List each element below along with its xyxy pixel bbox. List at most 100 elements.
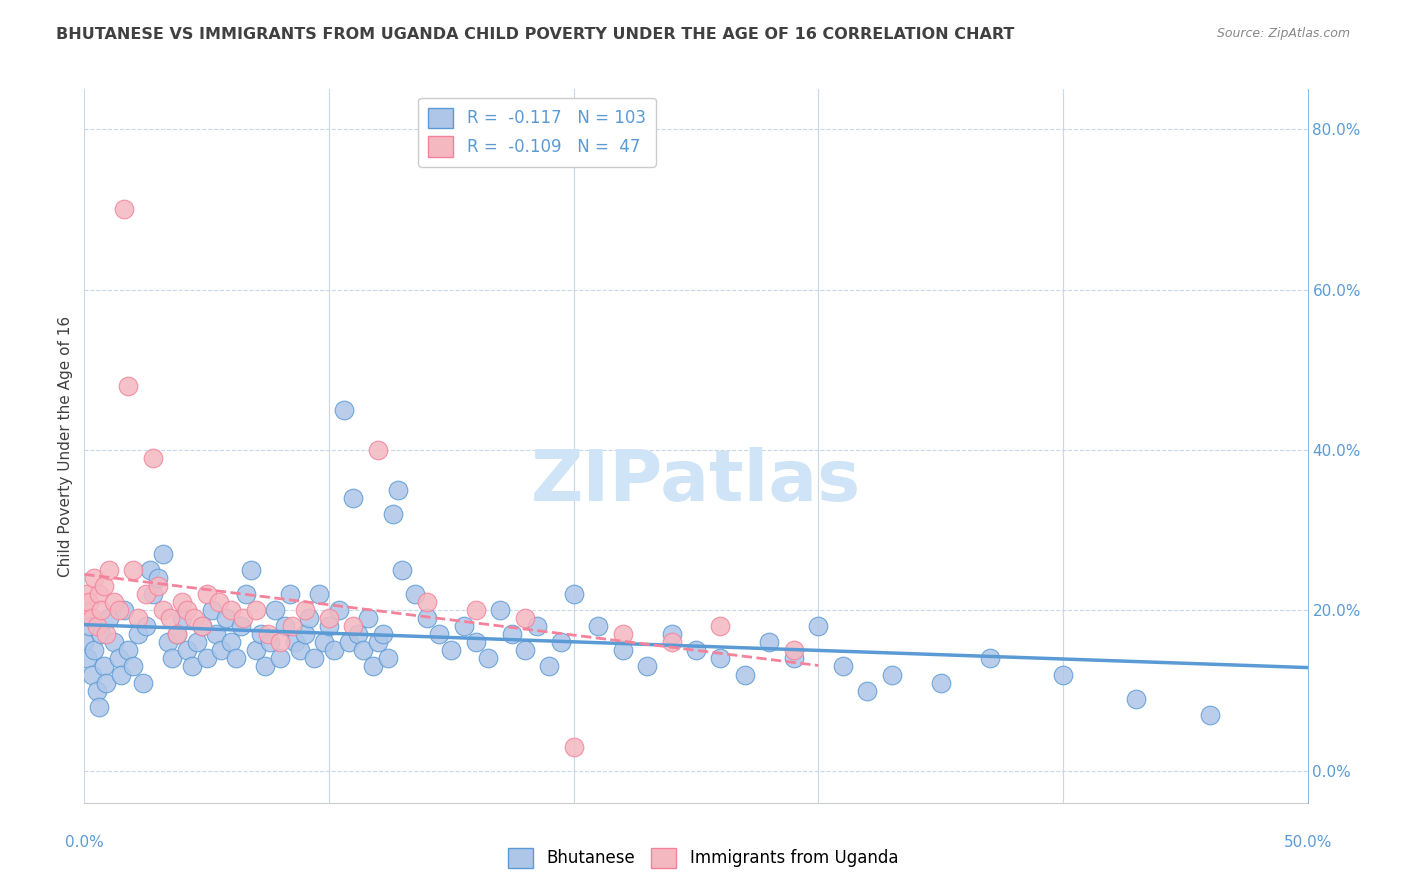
Point — [122, 563, 145, 577]
Point — [122, 659, 145, 673]
Point — [86, 683, 108, 698]
Point — [249, 627, 271, 641]
Point — [107, 603, 129, 617]
Point — [284, 635, 307, 649]
Point — [416, 595, 439, 609]
Point — [269, 651, 291, 665]
Point — [929, 675, 952, 690]
Point — [807, 619, 830, 633]
Point — [146, 571, 169, 585]
Point — [880, 667, 903, 681]
Point — [97, 563, 120, 577]
Y-axis label: Child Poverty Under the Age of 16: Child Poverty Under the Age of 16 — [58, 316, 73, 576]
Point — [318, 619, 340, 633]
Point — [254, 659, 277, 673]
Point — [404, 587, 426, 601]
Point — [142, 587, 165, 601]
Point — [387, 483, 409, 497]
Point — [191, 619, 214, 633]
Point — [77, 619, 100, 633]
Point — [308, 587, 330, 601]
Text: 0.0%: 0.0% — [65, 835, 104, 850]
Legend: Bhutanese, Immigrants from Uganda: Bhutanese, Immigrants from Uganda — [501, 841, 905, 875]
Point — [87, 699, 110, 714]
Point — [172, 611, 194, 625]
Point — [357, 611, 380, 625]
Point — [538, 659, 561, 673]
Point — [93, 659, 115, 673]
Point — [219, 603, 242, 617]
Point — [361, 659, 384, 673]
Point — [90, 627, 112, 641]
Point — [304, 651, 326, 665]
Point — [162, 651, 184, 665]
Point — [239, 563, 262, 577]
Point — [734, 667, 756, 681]
Point — [86, 619, 108, 633]
Point — [758, 635, 780, 649]
Point — [135, 587, 157, 601]
Point — [502, 627, 524, 641]
Point — [274, 619, 297, 633]
Point — [709, 651, 731, 665]
Text: ZIPatlas: ZIPatlas — [531, 447, 860, 516]
Point — [440, 643, 463, 657]
Text: BHUTANESE VS IMMIGRANTS FROM UGANDA CHILD POVERTY UNDER THE AGE OF 16 CORRELATIO: BHUTANESE VS IMMIGRANTS FROM UGANDA CHIL… — [56, 27, 1015, 42]
Point — [979, 651, 1001, 665]
Point — [367, 635, 389, 649]
Point — [332, 403, 354, 417]
Point — [208, 595, 231, 609]
Point — [269, 635, 291, 649]
Point — [232, 611, 254, 625]
Point — [112, 603, 135, 617]
Point — [464, 635, 486, 649]
Point — [191, 619, 214, 633]
Point — [107, 651, 129, 665]
Point — [103, 595, 125, 609]
Point — [464, 603, 486, 617]
Point — [314, 635, 336, 649]
Point — [219, 635, 242, 649]
Point — [661, 635, 683, 649]
Point — [186, 635, 208, 649]
Point — [229, 619, 252, 633]
Legend: R =  -0.117   N = 103, R =  -0.109   N =  47: R = -0.117 N = 103, R = -0.109 N = 47 — [418, 97, 655, 167]
Point — [93, 579, 115, 593]
Point — [172, 595, 194, 609]
Point — [90, 603, 112, 617]
Point — [347, 627, 370, 641]
Point — [586, 619, 609, 633]
Point — [156, 635, 179, 649]
Point — [73, 603, 96, 617]
Point — [142, 450, 165, 465]
Point — [73, 635, 96, 649]
Point — [259, 635, 281, 649]
Point — [416, 611, 439, 625]
Point — [264, 603, 287, 617]
Point — [245, 643, 267, 657]
Point — [562, 739, 585, 754]
Point — [215, 611, 238, 625]
Point — [83, 643, 105, 657]
Point — [298, 611, 321, 625]
Point — [685, 643, 707, 657]
Point — [209, 643, 232, 657]
Point — [318, 611, 340, 625]
Point — [181, 659, 204, 673]
Point — [513, 643, 536, 657]
Point — [1198, 707, 1220, 722]
Point — [80, 667, 103, 681]
Point — [76, 587, 98, 601]
Text: Source: ZipAtlas.com: Source: ZipAtlas.com — [1216, 27, 1350, 40]
Point — [377, 651, 399, 665]
Point — [159, 611, 181, 625]
Point — [328, 603, 350, 617]
Point — [342, 491, 364, 505]
Point — [117, 379, 139, 393]
Point — [83, 571, 105, 585]
Point — [166, 627, 188, 641]
Point — [183, 611, 205, 625]
Point — [281, 619, 304, 633]
Point — [391, 563, 413, 577]
Point — [612, 643, 634, 657]
